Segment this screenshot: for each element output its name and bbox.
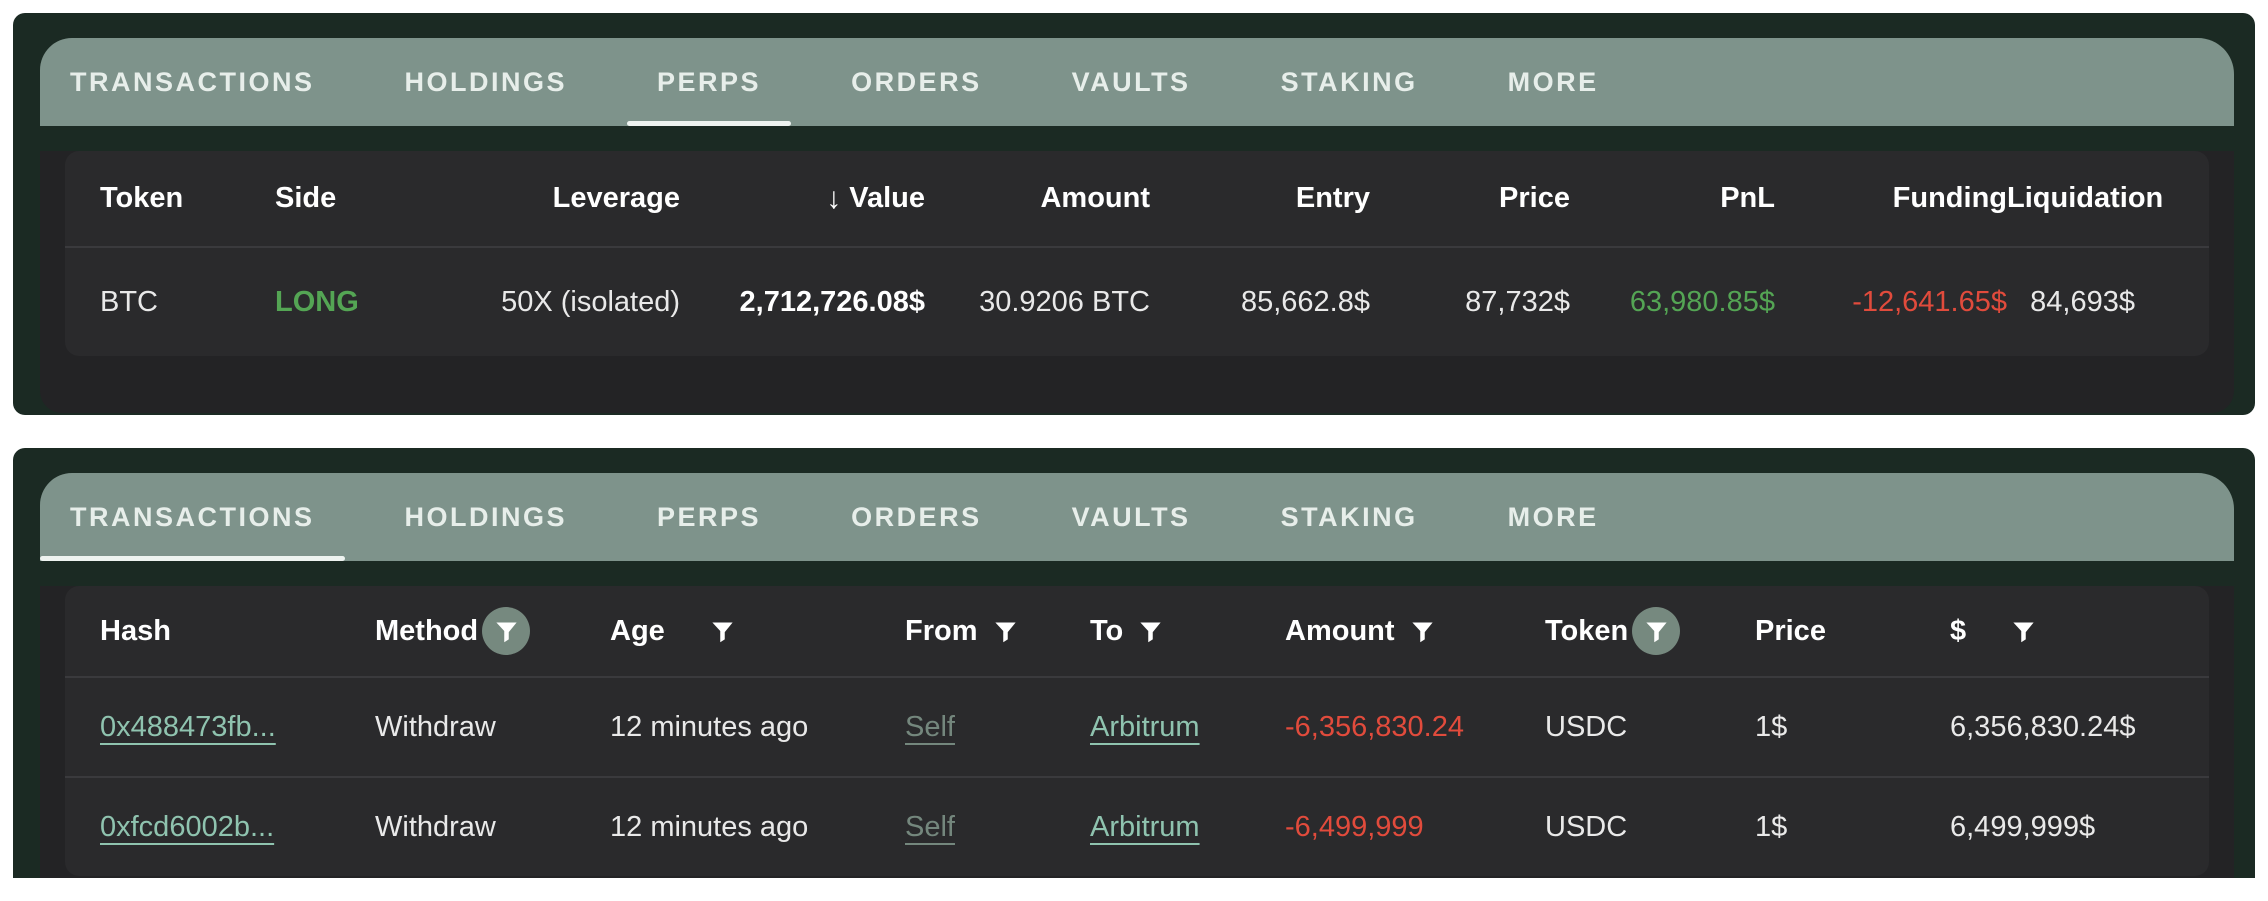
cell-liquidation: 84,693$ bbox=[2030, 285, 2135, 318]
column-header-hash: Hash bbox=[100, 614, 171, 647]
column-header-value-label: Value bbox=[849, 182, 925, 214]
cell-pnl: 63,980.85$ bbox=[1629, 285, 1775, 318]
token-filter-icon[interactable] bbox=[1632, 607, 1681, 655]
sort-descending-icon: ↓ bbox=[826, 181, 842, 215]
cell-hash: 0xfcd6002b... bbox=[100, 811, 375, 844]
cell-leverage: 50X (isolated) bbox=[501, 285, 680, 318]
cell-method: Withdraw bbox=[375, 710, 496, 743]
transactions-content: Hash Method Age From bbox=[40, 586, 2234, 878]
column-header-price[interactable]: Price bbox=[1499, 182, 1570, 214]
transactions-panel: TRANSACTIONS HOLDINGS PERPS ORDERS VAULT… bbox=[13, 448, 2255, 878]
column-header-age-label: Age bbox=[610, 614, 665, 647]
column-header-amount-label: Amount bbox=[1285, 614, 1395, 647]
column-header-value[interactable]: ↓ Value bbox=[826, 182, 925, 216]
cell-age: 12 minutes ago bbox=[610, 810, 809, 843]
column-header-age: Age bbox=[610, 615, 905, 648]
perps-table-header: Token Side Leverage ↓ Value Amount Entry… bbox=[65, 151, 2209, 246]
cell-to: Arbitrum bbox=[1090, 811, 1285, 844]
column-header-price: Price bbox=[1755, 614, 1826, 647]
column-header-liquidation[interactable]: Liquidation bbox=[2007, 182, 2164, 214]
perps-position-row: BTC LONG 50X (isolated) 2,712,726.08$ 30… bbox=[65, 246, 2209, 356]
perps-tab-bar: TRANSACTIONS HOLDINGS PERPS ORDERS VAULT… bbox=[40, 38, 2234, 126]
column-header-from-label: From bbox=[905, 614, 978, 647]
column-header-usd-label: $ bbox=[1950, 614, 1967, 647]
cell-price: 1$ bbox=[1755, 810, 1788, 843]
to-filter-icon[interactable] bbox=[1137, 618, 1164, 645]
cell-amount: -6,356,830.24 bbox=[1285, 710, 1464, 743]
cell-amount: 30.9206 BTC bbox=[979, 285, 1150, 318]
column-header-from: From bbox=[905, 615, 1090, 648]
tab-transactions[interactable]: TRANSACTIONS bbox=[70, 66, 315, 97]
cell-method: Withdraw bbox=[375, 810, 496, 843]
column-header-token: Token bbox=[1545, 607, 1755, 655]
tab-holdings[interactable]: HOLDINGS bbox=[404, 501, 568, 532]
cell-age: 12 minutes ago bbox=[610, 710, 809, 743]
from-link[interactable]: Self bbox=[905, 810, 955, 843]
cell-price: 87,732$ bbox=[1465, 285, 1570, 318]
column-header-to: To bbox=[1090, 615, 1285, 648]
cell-to: Arbitrum bbox=[1090, 711, 1285, 744]
cell-funding: -12,641.65$ bbox=[1852, 285, 2007, 318]
cell-value: 2,712,726.08$ bbox=[739, 285, 925, 318]
method-filter-icon[interactable] bbox=[482, 607, 531, 655]
column-header-usd: $ bbox=[1950, 615, 2174, 648]
tab-perps[interactable]: PERPS bbox=[657, 501, 762, 532]
tab-holdings[interactable]: HOLDINGS bbox=[404, 66, 568, 97]
from-filter-icon[interactable] bbox=[992, 618, 1019, 645]
tab-more[interactable]: MORE bbox=[1507, 501, 1599, 532]
tab-transactions[interactable]: TRANSACTIONS bbox=[40, 473, 345, 561]
cell-token: USDC bbox=[1545, 710, 1628, 743]
tab-perps[interactable]: PERPS bbox=[627, 38, 792, 126]
to-link[interactable]: Arbitrum bbox=[1090, 710, 1200, 743]
tab-staking[interactable]: STAKING bbox=[1280, 501, 1418, 532]
cell-amount: -6,499,999 bbox=[1285, 810, 1424, 843]
column-header-token[interactable]: Token bbox=[100, 182, 184, 214]
cell-from: Self bbox=[905, 811, 1090, 844]
age-filter-icon[interactable] bbox=[709, 618, 736, 645]
transactions-table: Hash Method Age From bbox=[65, 586, 2209, 876]
column-header-pnl[interactable]: PnL bbox=[1720, 182, 1775, 214]
transaction-row: 0xfcd6002b... Withdraw 12 minutes ago Se… bbox=[65, 776, 2209, 876]
perps-panel: TRANSACTIONS HOLDINGS PERPS ORDERS VAULT… bbox=[13, 13, 2255, 415]
usd-filter-icon[interactable] bbox=[2010, 618, 2037, 645]
transactions-tab-bar: TRANSACTIONS HOLDINGS PERPS ORDERS VAULT… bbox=[40, 473, 2234, 561]
column-header-leverage[interactable]: Leverage bbox=[552, 182, 680, 214]
tab-orders[interactable]: ORDERS bbox=[851, 501, 982, 532]
column-header-funding[interactable]: Funding bbox=[1892, 182, 2007, 214]
cell-entry: 85,662.8$ bbox=[1240, 285, 1370, 318]
tab-more[interactable]: MORE bbox=[1507, 66, 1599, 97]
cell-hash: 0x488473fb... bbox=[100, 711, 375, 744]
column-header-to-label: To bbox=[1090, 614, 1124, 647]
cell-usd: 6,499,999$ bbox=[1950, 810, 2096, 843]
tab-vaults[interactable]: VAULTS bbox=[1071, 501, 1191, 532]
cell-side: LONG bbox=[275, 285, 359, 318]
column-header-amount[interactable]: Amount bbox=[1040, 182, 1150, 214]
hash-link[interactable]: 0x488473fb... bbox=[100, 710, 276, 743]
cell-usd: 6,356,830.24$ bbox=[1950, 710, 2136, 743]
column-header-token-label: Token bbox=[1545, 614, 1629, 647]
column-header-amount: Amount bbox=[1285, 615, 1545, 648]
column-header-method: Method bbox=[375, 607, 610, 655]
to-link[interactable]: Arbitrum bbox=[1090, 810, 1200, 843]
tab-orders[interactable]: ORDERS bbox=[851, 66, 982, 97]
tab-staking[interactable]: STAKING bbox=[1280, 66, 1418, 97]
column-header-entry[interactable]: Entry bbox=[1295, 182, 1370, 214]
transaction-row: 0x488473fb... Withdraw 12 minutes ago Se… bbox=[65, 676, 2209, 776]
perps-content: Token Side Leverage ↓ Value Amount Entry… bbox=[40, 151, 2234, 413]
cell-token: BTC bbox=[100, 285, 158, 318]
column-header-method-label: Method bbox=[375, 614, 479, 647]
from-link[interactable]: Self bbox=[905, 710, 955, 743]
perps-table: Token Side Leverage ↓ Value Amount Entry… bbox=[65, 151, 2209, 356]
cell-token: USDC bbox=[1545, 810, 1628, 843]
cell-price: 1$ bbox=[1755, 710, 1788, 743]
hash-link[interactable]: 0xfcd6002b... bbox=[100, 810, 275, 843]
column-header-side[interactable]: Side bbox=[275, 182, 337, 214]
amount-filter-icon[interactable] bbox=[1409, 618, 1436, 645]
tab-vaults[interactable]: VAULTS bbox=[1071, 66, 1191, 97]
cell-from: Self bbox=[905, 711, 1090, 744]
transactions-table-header: Hash Method Age From bbox=[65, 586, 2209, 676]
